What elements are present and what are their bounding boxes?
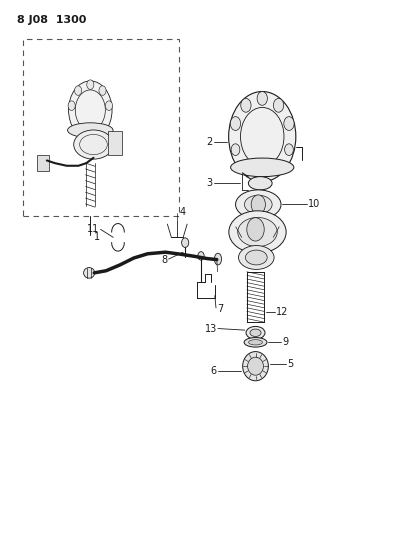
Circle shape	[181, 238, 189, 247]
Circle shape	[228, 92, 296, 182]
Text: 5: 5	[287, 359, 293, 368]
Circle shape	[68, 81, 112, 139]
Text: 4: 4	[179, 207, 185, 217]
Ellipse shape	[248, 357, 263, 375]
Text: 11: 11	[87, 224, 100, 235]
Circle shape	[257, 92, 267, 106]
Text: 6: 6	[211, 367, 217, 376]
Circle shape	[87, 80, 94, 90]
Circle shape	[241, 99, 251, 112]
Circle shape	[251, 195, 265, 214]
Text: 12: 12	[276, 306, 289, 317]
Ellipse shape	[244, 337, 267, 347]
Ellipse shape	[74, 130, 113, 159]
Ellipse shape	[238, 246, 274, 269]
Ellipse shape	[236, 190, 281, 219]
Circle shape	[284, 117, 294, 131]
Circle shape	[74, 86, 82, 95]
Circle shape	[68, 101, 75, 110]
Ellipse shape	[84, 268, 95, 278]
Text: 7: 7	[217, 304, 223, 314]
Bar	[37, 155, 49, 171]
Ellipse shape	[249, 340, 262, 345]
Circle shape	[273, 99, 284, 112]
Text: 9: 9	[282, 337, 288, 348]
Ellipse shape	[229, 211, 286, 253]
Bar	[23, 38, 179, 216]
Circle shape	[247, 217, 264, 241]
Circle shape	[105, 101, 113, 110]
Circle shape	[99, 86, 106, 95]
Ellipse shape	[230, 158, 294, 176]
Text: 1: 1	[94, 232, 100, 243]
Ellipse shape	[250, 329, 261, 336]
Bar	[108, 131, 122, 155]
Ellipse shape	[244, 195, 272, 214]
Ellipse shape	[215, 253, 222, 265]
Ellipse shape	[246, 250, 267, 265]
Ellipse shape	[243, 352, 268, 381]
Circle shape	[231, 144, 240, 156]
Text: 3: 3	[207, 178, 213, 188]
Ellipse shape	[246, 326, 265, 339]
Circle shape	[230, 117, 241, 131]
Text: 8 J08  1300: 8 J08 1300	[17, 14, 87, 25]
Ellipse shape	[248, 176, 272, 190]
Text: 8: 8	[161, 255, 168, 265]
Circle shape	[285, 144, 293, 156]
Text: 2: 2	[207, 137, 213, 147]
Ellipse shape	[238, 217, 277, 247]
Text: 10: 10	[308, 199, 320, 209]
Ellipse shape	[68, 123, 113, 138]
Text: 13: 13	[205, 324, 217, 334]
Circle shape	[198, 252, 204, 260]
